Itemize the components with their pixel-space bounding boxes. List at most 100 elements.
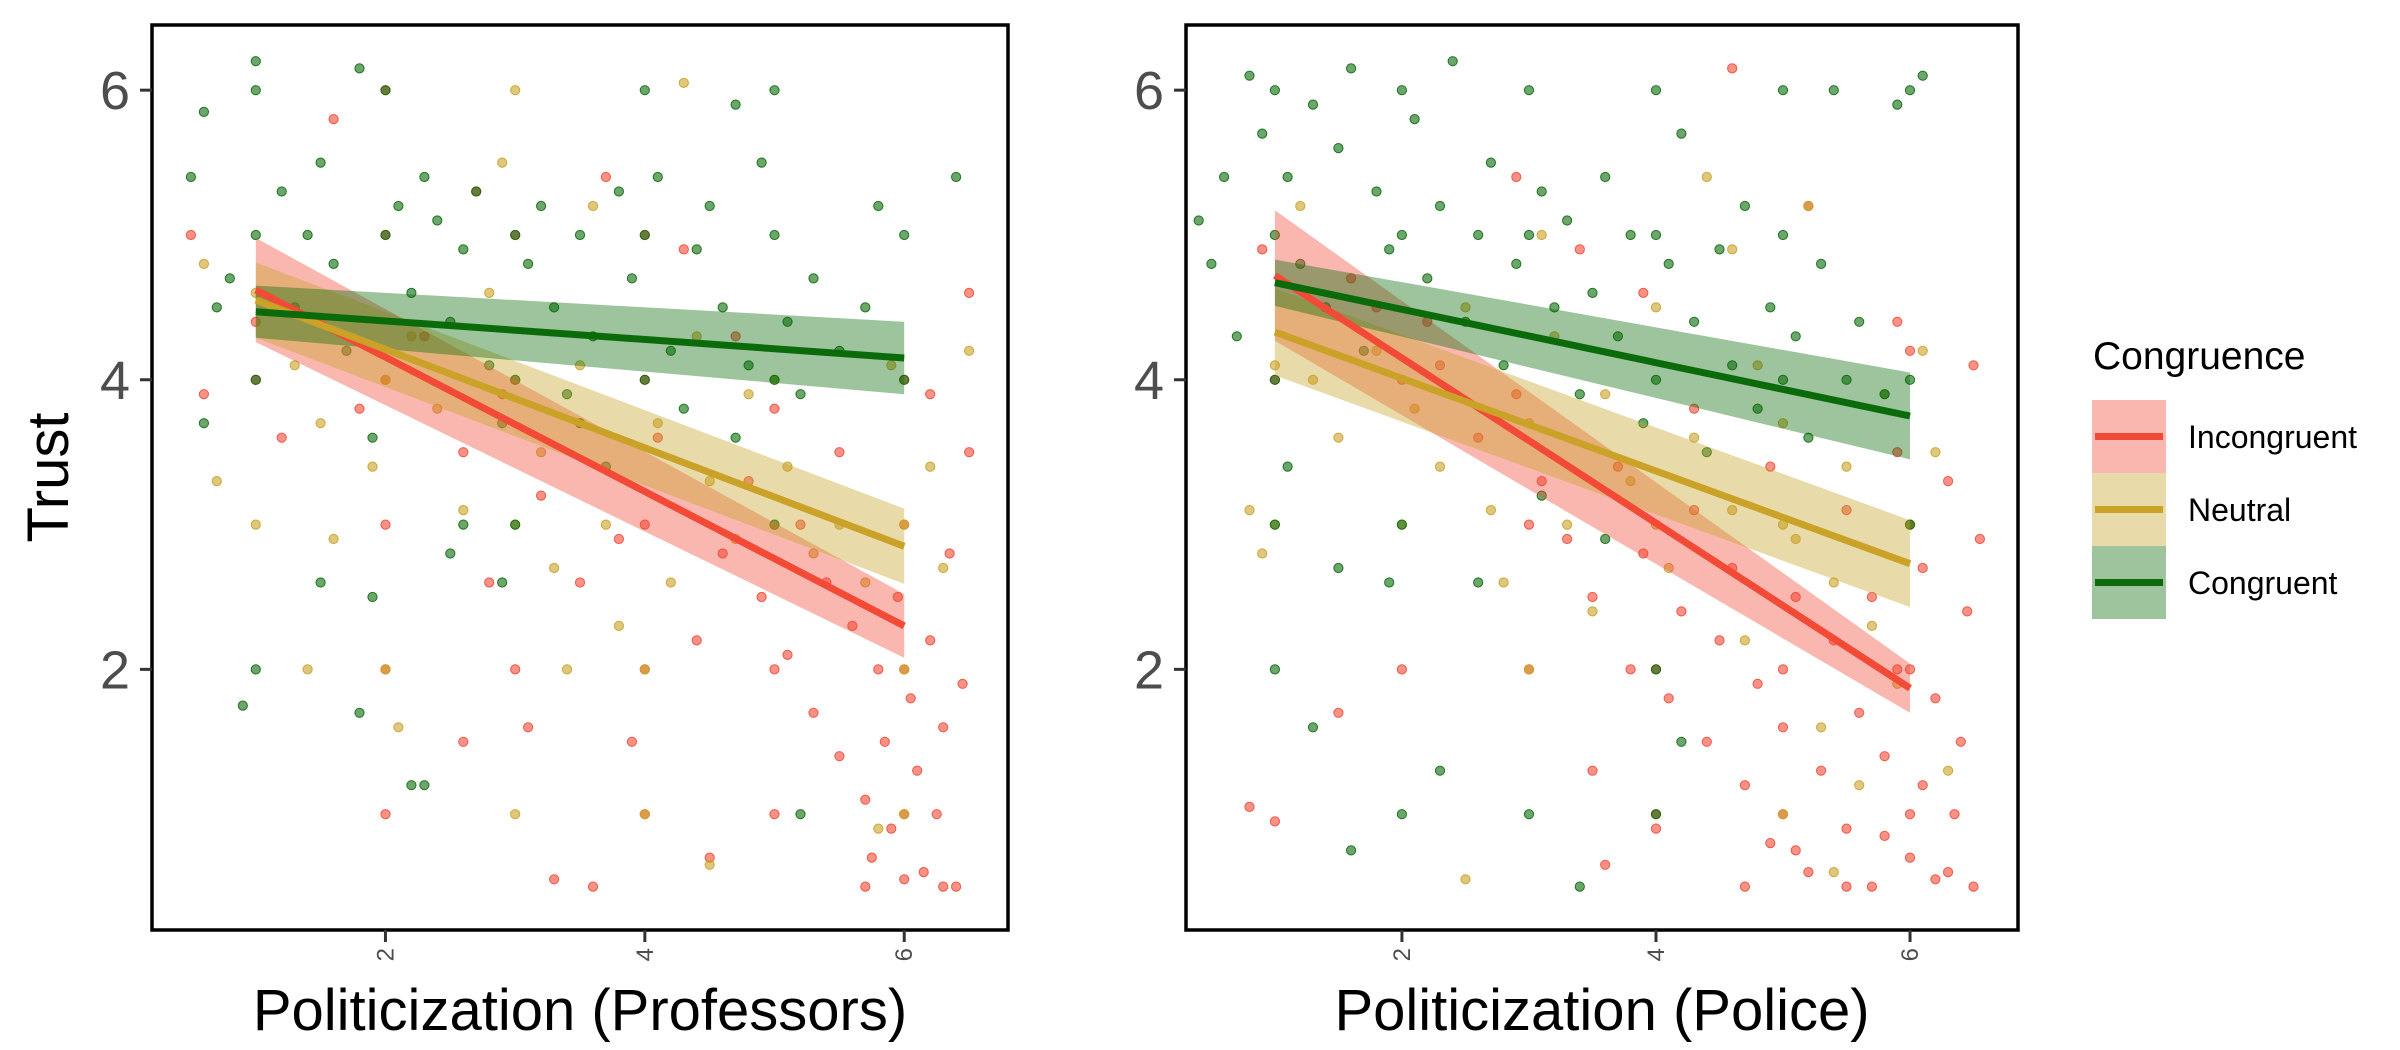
point-neutral	[1600, 389, 1611, 400]
point-congruent	[561, 389, 573, 400]
point-incongruent	[769, 809, 780, 820]
point-congruent	[1473, 577, 1484, 588]
point-incongruent	[380, 519, 391, 530]
point-incongruent	[769, 664, 780, 675]
point-congruent	[717, 302, 728, 313]
point-congruent	[1562, 215, 1573, 226]
point-incongruent	[1917, 780, 1928, 791]
point-incongruent	[860, 881, 871, 892]
point-congruent	[497, 577, 508, 588]
point-neutral	[652, 418, 663, 429]
point-neutral	[432, 403, 443, 414]
point-incongruent	[1625, 664, 1636, 675]
point-congruent	[730, 432, 741, 443]
point-incongruent	[1962, 606, 1973, 617]
point-neutral	[1739, 635, 1751, 646]
point-neutral	[1777, 809, 1789, 820]
point-incongruent	[1650, 823, 1662, 834]
point-congruent	[250, 85, 261, 96]
point-congruent	[678, 403, 689, 414]
fit-line-neutral	[254, 296, 906, 550]
point-congruent	[250, 56, 261, 67]
point-incongruent	[834, 447, 845, 458]
point-congruent	[1346, 845, 1357, 856]
point-incongruent	[678, 244, 689, 255]
point-incongruent	[730, 331, 741, 342]
point-incongruent	[626, 736, 638, 747]
point-congruent	[1333, 562, 1344, 574]
point-incongruent	[717, 548, 728, 559]
point-neutral	[561, 664, 573, 675]
point-incongruent	[250, 316, 261, 327]
point-incongruent	[1587, 765, 1598, 776]
point-congruent	[1676, 736, 1687, 747]
point-congruent	[1803, 432, 1814, 443]
point-incongruent	[1974, 533, 1986, 545]
point-incongruent	[328, 114, 339, 125]
point-congruent	[1193, 215, 1204, 226]
y-tick-label: 6	[100, 61, 130, 121]
point-neutral	[1625, 476, 1636, 487]
point-congruent	[951, 171, 962, 183]
legend-label-neutral: Neutral	[2188, 492, 2291, 528]
point-neutral	[1828, 867, 1839, 878]
point-congruent	[198, 418, 209, 429]
point-congruent	[1892, 99, 1903, 110]
x-tick-label: 6	[1897, 948, 1924, 961]
point-incongruent	[536, 490, 547, 501]
point-neutral	[328, 533, 339, 545]
x-axis: 2 4 6	[1389, 930, 1924, 961]
point-neutral	[1485, 505, 1497, 516]
point-congruent	[380, 85, 391, 96]
y-axis-title: Trust	[16, 413, 81, 543]
point-incongruent	[938, 881, 949, 892]
point-incongruent	[185, 229, 196, 241]
point-incongruent	[964, 287, 975, 298]
point-congruent	[899, 374, 910, 385]
point-neutral	[1866, 620, 1878, 632]
point-neutral	[1727, 505, 1738, 516]
point-incongruent	[1904, 345, 1916, 356]
point-incongruent	[860, 794, 871, 805]
point-congruent	[665, 345, 676, 356]
legend-label-congruent: Congruent	[2188, 565, 2338, 601]
point-incongruent	[834, 751, 845, 762]
point-congruent	[730, 99, 741, 110]
point-neutral	[497, 157, 508, 168]
point-congruent	[1396, 229, 1408, 241]
point-congruent	[471, 186, 482, 197]
point-incongruent	[419, 331, 430, 342]
point-incongruent	[1841, 881, 1852, 892]
point-congruent	[1917, 70, 1928, 81]
point-incongruent	[769, 403, 780, 414]
point-incongruent	[380, 809, 391, 820]
point-congruent	[549, 302, 560, 313]
point-incongruent	[918, 867, 929, 878]
point-congruent	[639, 229, 650, 241]
point-congruent	[1638, 418, 1649, 429]
point-congruent	[1257, 128, 1268, 139]
point-congruent	[1282, 461, 1293, 472]
x-tick-label: 2	[1389, 948, 1416, 961]
point-neutral	[704, 859, 715, 870]
point-congruent	[795, 389, 806, 400]
x-tick-label: 4	[1643, 948, 1670, 961]
point-congruent	[250, 664, 261, 675]
ci-band-congruent	[1274, 259, 1910, 460]
point-neutral	[1854, 780, 1865, 791]
point-congruent	[1536, 186, 1547, 197]
fit-line-congruent	[1274, 279, 1911, 420]
point-congruent	[1549, 302, 1560, 313]
y-tick-label: 2	[100, 640, 130, 700]
point-congruent	[1854, 316, 1865, 327]
point-congruent	[1282, 171, 1293, 183]
point-incongruent	[1790, 845, 1801, 856]
point-congruent	[1434, 765, 1446, 776]
point-incongruent	[1511, 171, 1522, 183]
point-congruent	[1663, 258, 1674, 269]
point-congruent	[484, 360, 495, 371]
point-congruent	[393, 200, 404, 212]
point-incongruent	[1930, 693, 1941, 704]
point-congruent	[367, 432, 378, 443]
point-neutral	[860, 577, 871, 588]
